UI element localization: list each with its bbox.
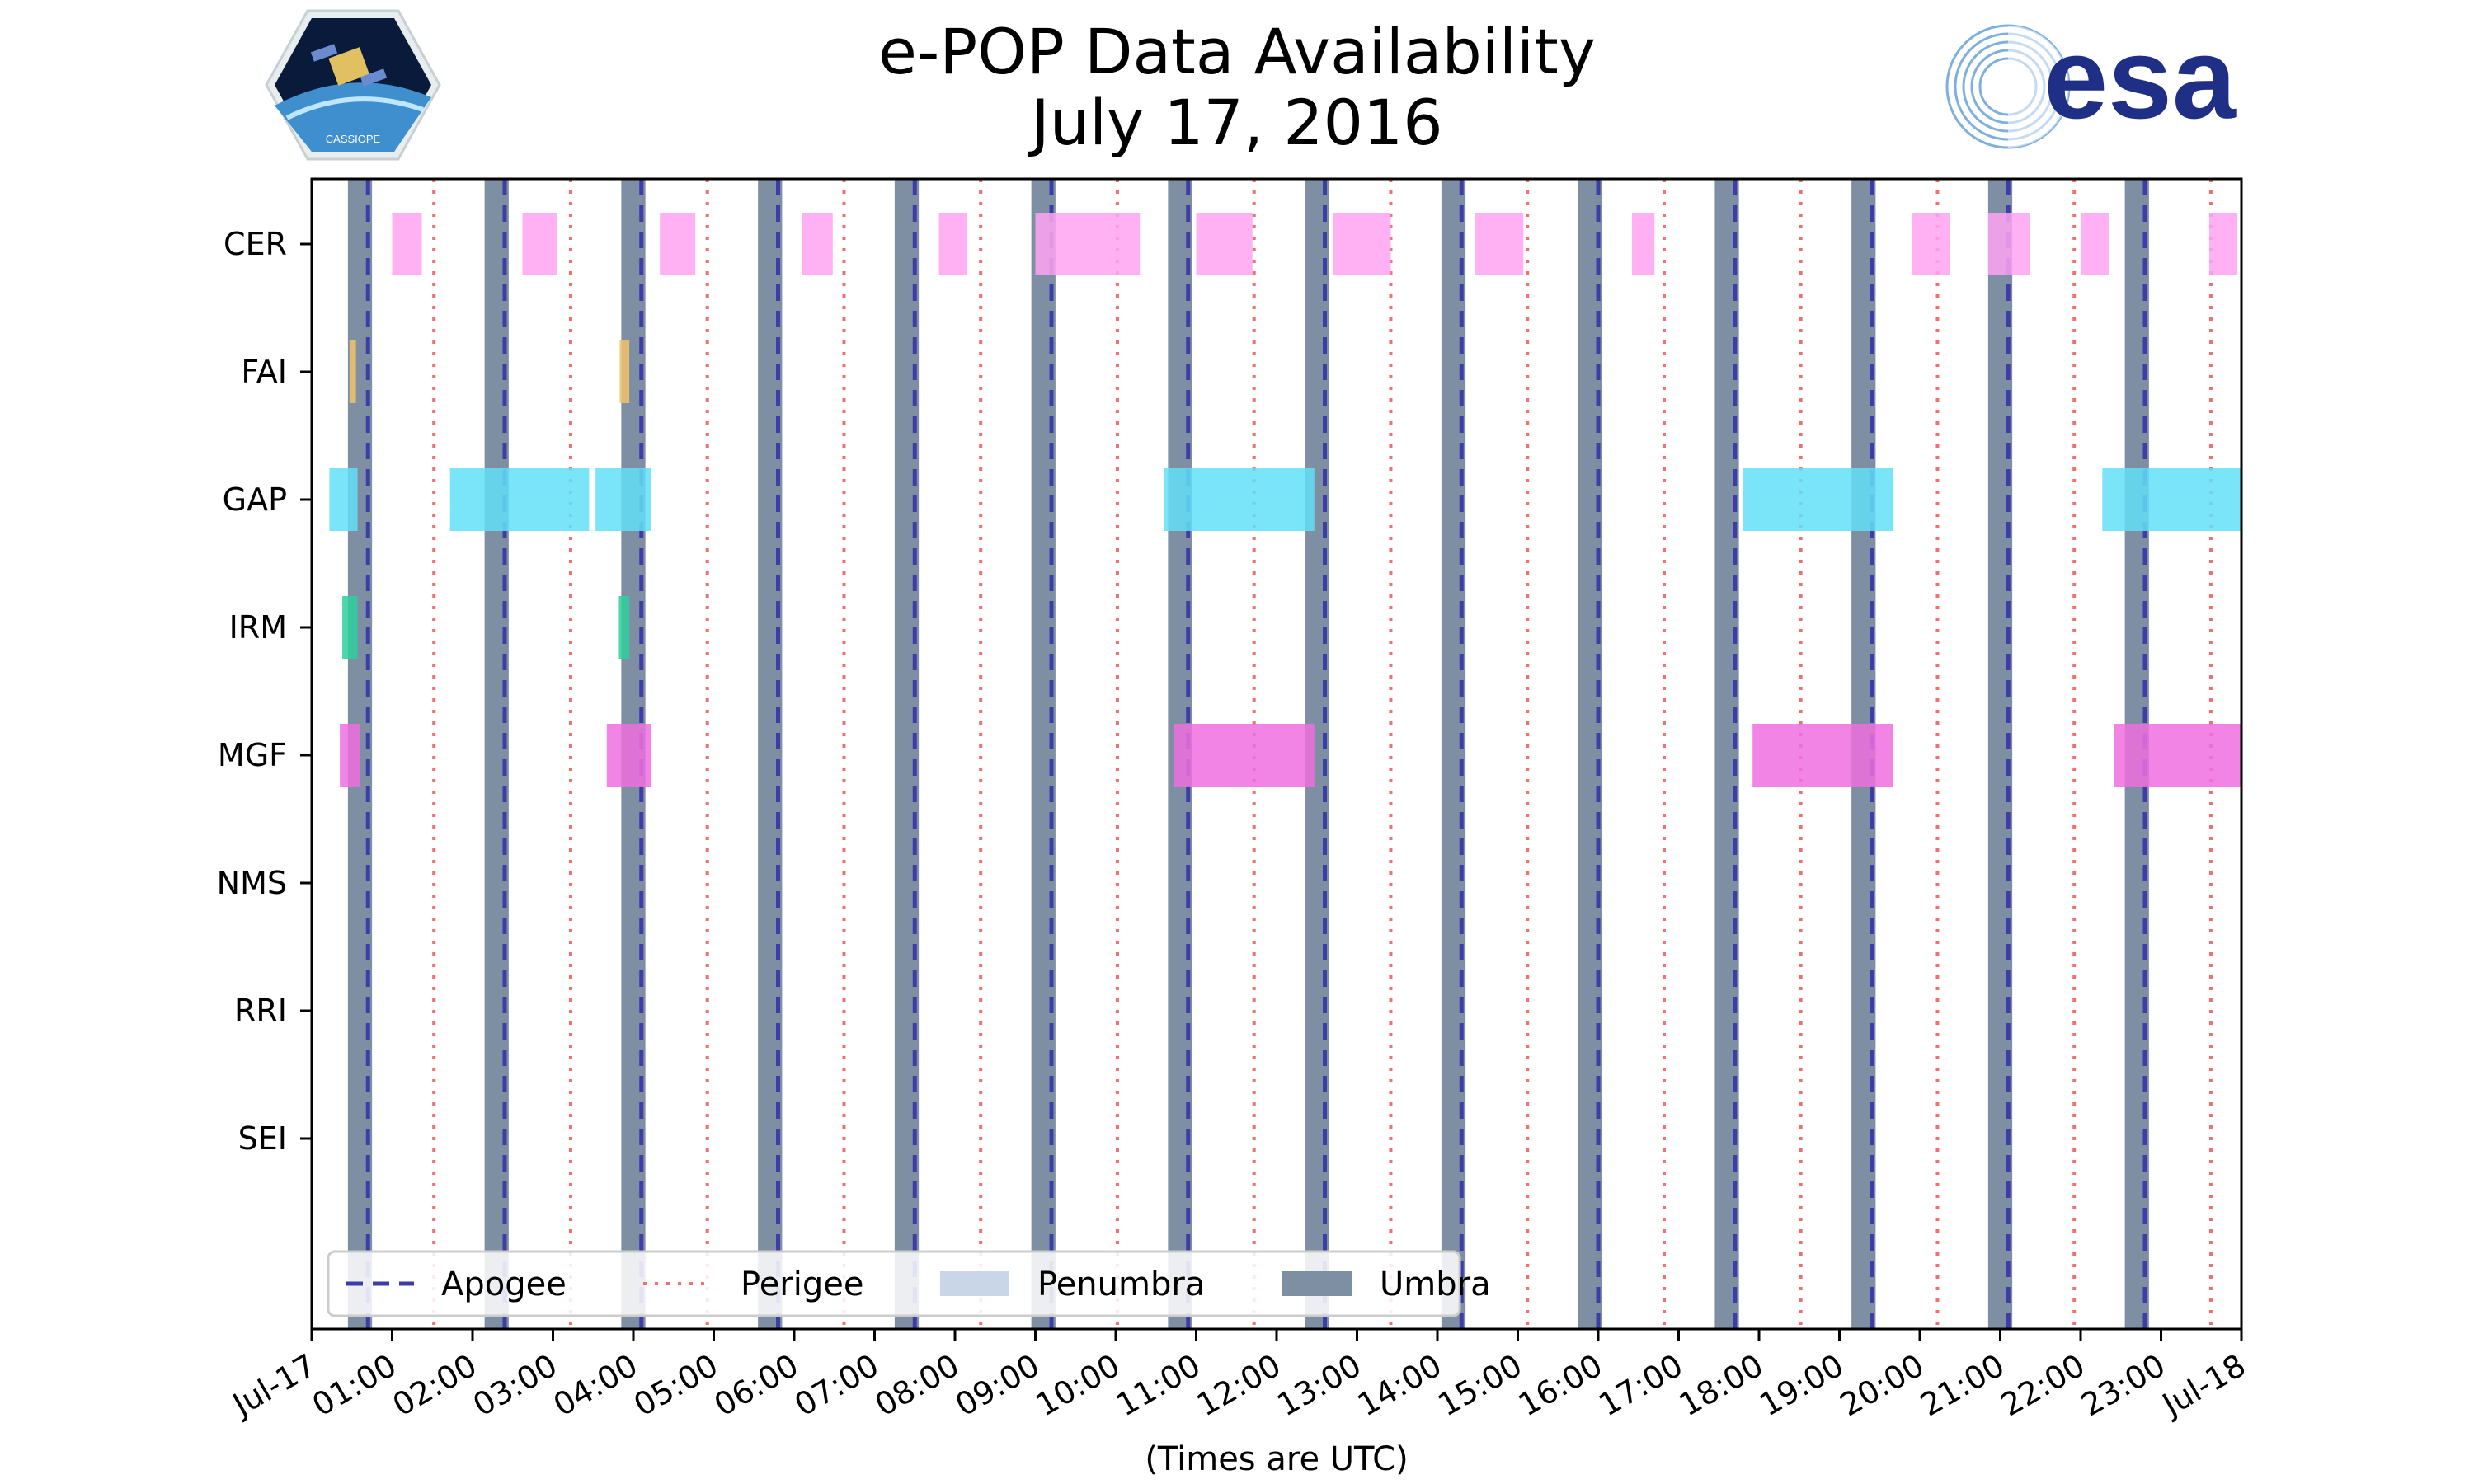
legend-label-perigee: Perigee bbox=[741, 1266, 863, 1303]
x-tick-label: 15:00 bbox=[1432, 1347, 1528, 1424]
data-bar-gap bbox=[595, 468, 651, 531]
data-bar-cer bbox=[2081, 213, 2109, 275]
x-tick-label: 21:00 bbox=[1914, 1347, 2011, 1424]
x-tick-label: 22:00 bbox=[1995, 1347, 2091, 1424]
y-tick-label-gap: GAP bbox=[223, 481, 287, 518]
y-tick-label-rri: RRI bbox=[234, 993, 287, 1029]
cassiope-logo-text: CASSIOPE bbox=[326, 133, 381, 145]
x-tick-label: 03:00 bbox=[467, 1347, 563, 1424]
y-tick-label-nms: NMS bbox=[217, 865, 287, 901]
x-tick-label: 14:00 bbox=[1352, 1347, 1448, 1424]
data-bar-mgf bbox=[340, 724, 360, 787]
data-bar-fai bbox=[619, 340, 630, 403]
data-bar-cer bbox=[1912, 213, 1950, 275]
data-bar-cer bbox=[392, 213, 422, 275]
data-bar-cer bbox=[522, 213, 557, 275]
y-tick-label-irm: IRM bbox=[229, 609, 287, 646]
data-bar-gap bbox=[1743, 468, 1893, 531]
chart-title-line2: July 17, 2016 bbox=[1031, 86, 1443, 159]
legend-label-umbra: Umbra bbox=[1380, 1266, 1491, 1303]
x-tick-label: Jul-18 bbox=[2155, 1347, 2251, 1424]
data-bar-cer bbox=[1333, 213, 1391, 275]
y-tick-label-mgf: MGF bbox=[218, 737, 287, 773]
y-tick-label-cer: CER bbox=[223, 226, 287, 262]
legend-swatch-penumbra bbox=[940, 1271, 1009, 1296]
y-tick-label-fai: FAI bbox=[241, 354, 287, 390]
chart-title-line1: e-POP Data Availability bbox=[878, 15, 1596, 88]
data-bar-mgf bbox=[606, 724, 651, 787]
x-tick-label: 19:00 bbox=[1753, 1347, 1850, 1424]
data-bar-cer bbox=[1475, 213, 1524, 275]
data-bar-cer bbox=[660, 213, 696, 275]
data-bar-gap bbox=[2102, 468, 2241, 531]
data-bar-cer bbox=[938, 213, 967, 275]
x-tick-label: 08:00 bbox=[869, 1347, 966, 1424]
data-bar-mgf bbox=[1174, 724, 1315, 787]
y-tick-label-sei: SEI bbox=[238, 1120, 287, 1157]
data-bar-cer bbox=[1631, 213, 1655, 275]
x-tick-label: 12:00 bbox=[1191, 1347, 1287, 1424]
data-bar-fai bbox=[349, 340, 356, 403]
x-tick-label: 11:00 bbox=[1110, 1347, 1206, 1424]
data-bar-gap bbox=[449, 468, 590, 531]
data-bar-cer bbox=[802, 213, 833, 275]
x-tick-label: 18:00 bbox=[1673, 1347, 1770, 1424]
x-tick-label: 20:00 bbox=[1834, 1347, 1931, 1424]
x-tick-label: 06:00 bbox=[708, 1347, 805, 1424]
x-tick-label: 13:00 bbox=[1271, 1347, 1367, 1424]
data-bar-mgf bbox=[1752, 724, 1893, 787]
data-bar-mgf bbox=[2114, 724, 2241, 787]
data-bar-irm bbox=[618, 596, 630, 659]
data-bar-cer bbox=[1035, 213, 1141, 275]
esa-logo-text: esa bbox=[2044, 21, 2237, 143]
legend-label-apogee: Apogee bbox=[441, 1266, 567, 1303]
x-tick-label: 07:00 bbox=[788, 1347, 885, 1424]
x-tick-label: 17:00 bbox=[1592, 1347, 1689, 1424]
legend-box bbox=[327, 1250, 1461, 1317]
data-bar-gap bbox=[329, 468, 358, 531]
x-tick-label: 16:00 bbox=[1512, 1347, 1609, 1424]
x-tick-label: 01:00 bbox=[306, 1347, 402, 1424]
legend-label-penumbra: Penumbra bbox=[1037, 1266, 1205, 1303]
x-tick-label: 10:00 bbox=[1030, 1347, 1126, 1424]
data-bar-cer bbox=[1987, 213, 2030, 275]
esa-logo: esa bbox=[1945, 21, 2237, 149]
x-axis-label: (Times are UTC) bbox=[1145, 1440, 1408, 1478]
data-bar-cer bbox=[1196, 213, 1253, 275]
cassiope-logo: CASSIOPE bbox=[265, 9, 441, 161]
x-tick-label: 09:00 bbox=[949, 1347, 1046, 1424]
chart-title: e-POP Data Availability July 17, 2016 bbox=[0, 16, 2474, 158]
x-tick-label: 23:00 bbox=[2075, 1347, 2171, 1424]
x-tick-label: 02:00 bbox=[387, 1347, 483, 1424]
x-tick-label: Jul-17 bbox=[225, 1347, 322, 1424]
data-bar-irm bbox=[342, 596, 358, 659]
data-bar-cer bbox=[2209, 213, 2238, 275]
x-tick-label: 05:00 bbox=[628, 1347, 724, 1424]
legend-swatch-umbra bbox=[1282, 1271, 1352, 1296]
x-tick-label: 04:00 bbox=[548, 1347, 644, 1424]
data-bar-gap bbox=[1164, 468, 1315, 531]
